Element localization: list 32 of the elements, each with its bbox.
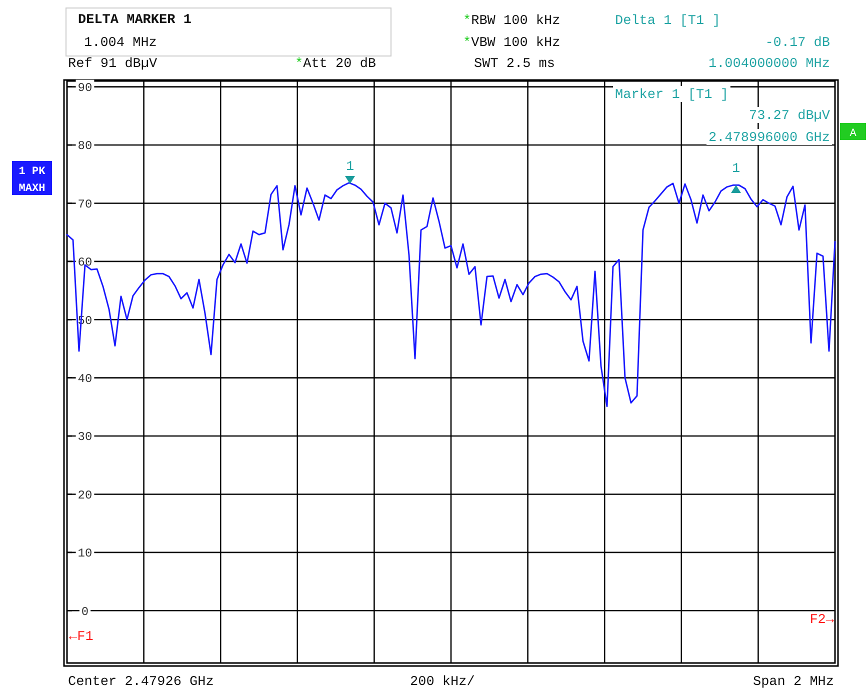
y-tick-label: 60: [78, 256, 92, 270]
y-tick-label: 20: [78, 488, 92, 502]
text: A: [850, 128, 857, 140]
annotation: 1: [732, 162, 740, 177]
annotation: Marker 1 [T1 ]: [615, 88, 728, 103]
annotation: 73.27 dBµV: [748, 109, 831, 124]
annotation: F2→: [810, 613, 835, 628]
text: 1.004000000 MHz: [708, 57, 830, 72]
annotation: 1: [346, 160, 354, 175]
text: DELTA MARKER 1: [78, 13, 192, 28]
y-tick-label: 10: [78, 546, 92, 561]
text: *VBW 100 kHz: [463, 36, 560, 51]
y-tick-label: 0: [81, 604, 89, 619]
text: Span 2 MHz: [752, 675, 834, 690]
text: Delta 1 [T1 ]: [615, 14, 720, 29]
text: Ref 91 dBµV: [68, 57, 158, 72]
y-tick-label: 40: [78, 372, 92, 386]
text: -0.17 dB: [765, 36, 830, 51]
y-tick-label: 70: [78, 197, 92, 212]
text: *RBW 100 kHz: [463, 14, 560, 29]
text: *Att 20 dB: [295, 57, 376, 72]
annotation: 2.478996000 GHz: [708, 131, 830, 146]
text: 1 PK: [18, 166, 46, 178]
y-tick-label: 90: [78, 81, 92, 96]
text: Center 2.47926 GHz: [68, 675, 214, 690]
text: 200 kHz/: [410, 675, 475, 690]
text: 1.004 MHz: [84, 36, 157, 51]
y-tick-label: 80: [78, 139, 92, 154]
text: MAXH: [18, 183, 46, 195]
annotation: ←F1: [69, 630, 94, 645]
text: SWT 2.5 ms: [474, 57, 556, 72]
y-tick-label: 30: [78, 430, 92, 444]
